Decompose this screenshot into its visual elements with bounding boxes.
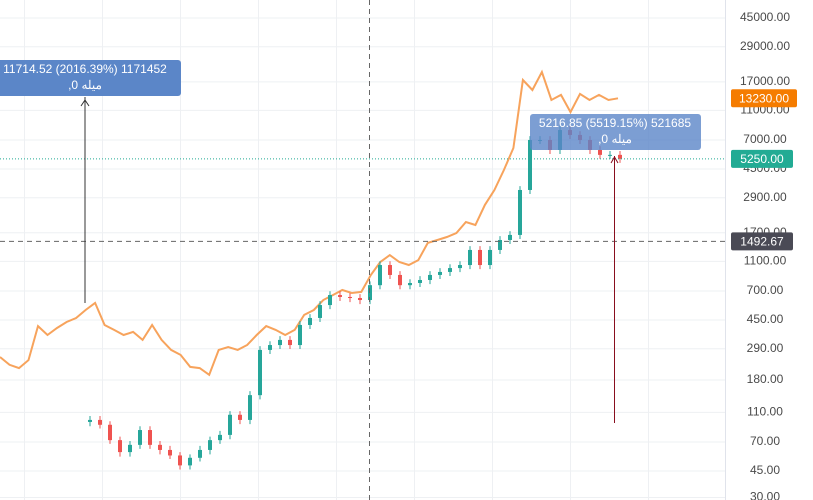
candle-body	[158, 444, 162, 450]
candle-body	[238, 414, 242, 420]
y-tick-label: 45.00	[750, 463, 780, 477]
candle-body	[418, 279, 422, 283]
measure-text: میله 0,	[598, 132, 632, 146]
price-tag-label: 1492.67	[740, 235, 784, 249]
candle-body	[148, 430, 152, 445]
measure-text: میله 0,	[68, 78, 102, 92]
y-tick-label: 1100.00	[744, 254, 787, 268]
price-tag-label: 13230.00	[739, 91, 789, 105]
candle-body	[278, 339, 282, 346]
candle-body	[138, 430, 142, 445]
candle-body	[478, 249, 482, 266]
candle-body	[248, 395, 252, 420]
price-tag-label: 5250.00	[740, 152, 784, 166]
candle-body	[178, 455, 182, 466]
y-axis: 45000.0029000.0017000.0011000.007000.004…	[731, 10, 797, 500]
candle-body	[498, 239, 502, 250]
candle-body	[608, 154, 612, 156]
y-tick-label: 110.00	[747, 405, 783, 419]
y-tick-label: 29000.00	[740, 39, 790, 53]
candle-body	[458, 265, 462, 269]
y-tick-label: 7000.00	[743, 132, 787, 146]
candle-body	[198, 449, 202, 458]
candle-body	[438, 271, 442, 275]
y-tick-label: 17000.00	[740, 74, 790, 88]
y-tick-label: 290.00	[747, 341, 784, 355]
measure-arrow	[80, 99, 90, 107]
candle-body	[318, 305, 322, 318]
candle-body	[348, 296, 352, 299]
candle-body	[598, 149, 602, 155]
candle-body	[328, 295, 332, 306]
measure-arrow	[610, 156, 619, 164]
y-tick-label: 2900.00	[743, 190, 787, 204]
candle-body	[268, 345, 272, 350]
candle-body	[258, 349, 262, 396]
price-line	[0, 69, 619, 377]
candle-body	[358, 298, 362, 301]
measure-text: 11714.52 (2016.39%) 1171452	[3, 62, 167, 76]
candle-body	[518, 189, 522, 235]
y-tick-label: 30.00	[750, 490, 780, 500]
price-tag	[731, 232, 793, 251]
candle-body	[208, 440, 212, 450]
y-tick-label: 45000.00	[740, 10, 790, 24]
candle-body	[618, 154, 622, 159]
candle-body	[118, 440, 122, 453]
price-tag	[731, 149, 793, 168]
candle-body	[308, 317, 312, 325]
candle-body	[388, 265, 392, 275]
candle-body	[288, 339, 292, 346]
candle-body	[98, 419, 102, 425]
candle-body	[128, 444, 132, 453]
candle-body	[468, 249, 472, 266]
candle-body	[108, 424, 112, 441]
candle-body	[298, 324, 302, 346]
measure-box	[530, 114, 701, 150]
y-tick-label: 700.00	[747, 283, 784, 297]
candle-body	[218, 434, 222, 441]
candle-body	[488, 249, 492, 266]
candle-body	[448, 268, 452, 272]
y-tick-label: 70.00	[750, 434, 780, 448]
measure-text: 5216.85 (5519.15%) 521685	[539, 116, 691, 130]
candle-body	[528, 139, 532, 190]
candle-body	[428, 274, 432, 280]
annotations: 11714.52 (2016.39%) 1171452 میله 0, 5216.8…	[0, 60, 701, 423]
candle-body	[228, 414, 232, 435]
price-tag	[731, 89, 797, 108]
y-tick-label: 450.00	[747, 312, 784, 326]
measure-box	[0, 60, 181, 96]
candle-body	[168, 449, 172, 456]
candle-body	[338, 295, 342, 297]
candle-body	[398, 274, 402, 286]
candle-body	[508, 234, 512, 240]
candle-body	[378, 265, 382, 286]
candle-body	[408, 282, 412, 286]
y-tick-label: 180.00	[747, 372, 784, 386]
candle-body	[188, 457, 192, 466]
plot	[0, 69, 725, 470]
candle-body	[88, 419, 92, 422]
